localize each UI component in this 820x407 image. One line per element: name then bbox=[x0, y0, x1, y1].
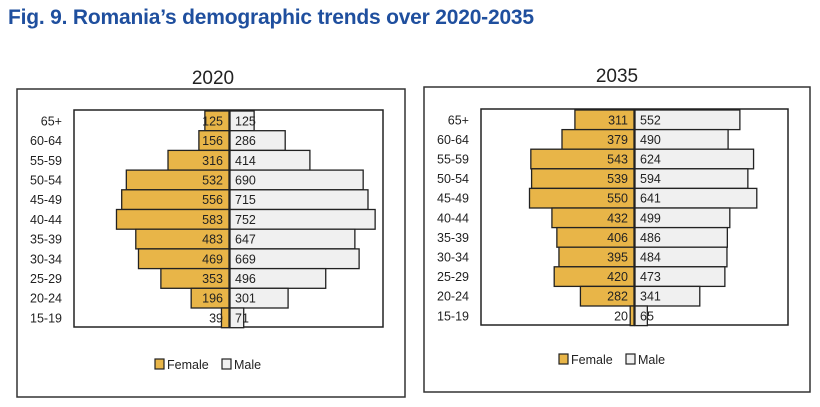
age-label: 50-54 bbox=[30, 173, 62, 187]
male-bar bbox=[229, 287, 289, 309]
age-label: 20-24 bbox=[30, 292, 62, 306]
male-value-label: 641 bbox=[640, 192, 661, 206]
female-value-label: 39 bbox=[209, 311, 223, 325]
female-value-label: 282 bbox=[607, 290, 628, 304]
chart-title: 2020 bbox=[192, 68, 234, 89]
female-value-label: 379 bbox=[607, 133, 628, 147]
age-label: 25-29 bbox=[30, 272, 62, 286]
legend-female-label: Female bbox=[167, 358, 209, 372]
male-bar bbox=[634, 285, 701, 307]
female-value-label: 483 bbox=[202, 233, 223, 247]
male-value-label: 499 bbox=[640, 211, 661, 225]
male-value-label: 286 bbox=[235, 134, 256, 148]
male-value-label: 490 bbox=[640, 133, 661, 147]
legend-female-swatch bbox=[154, 358, 165, 370]
male-value-label: 473 bbox=[640, 270, 661, 284]
male-value-label: 301 bbox=[235, 292, 256, 306]
age-label: 30-34 bbox=[30, 252, 62, 266]
legend-male-label: Male bbox=[638, 353, 665, 367]
female-value-label: 469 bbox=[202, 252, 223, 266]
male-value-label: 552 bbox=[640, 113, 661, 127]
legend-male-swatch bbox=[625, 353, 636, 365]
male-bar bbox=[229, 307, 245, 329]
legend-female-label: Female bbox=[571, 353, 613, 367]
female-value-label: 196 bbox=[202, 292, 223, 306]
female-value-label: 583 bbox=[202, 213, 223, 227]
male-value-label: 486 bbox=[640, 231, 661, 245]
legend-female-swatch bbox=[558, 353, 569, 365]
age-label: 15-19 bbox=[437, 309, 469, 323]
male-value-label: 341 bbox=[640, 290, 661, 304]
female-value-label: 406 bbox=[607, 231, 628, 245]
female-value-label: 316 bbox=[202, 154, 223, 168]
age-label: 40-44 bbox=[30, 213, 62, 227]
male-value-label: 71 bbox=[235, 311, 249, 325]
age-label: 35-39 bbox=[437, 231, 469, 245]
female-value-label: 432 bbox=[607, 211, 628, 225]
male-value-label: 496 bbox=[235, 272, 256, 286]
male-value-label: 414 bbox=[235, 154, 256, 168]
female-value-label: 420 bbox=[607, 270, 628, 284]
male-value-label: 484 bbox=[640, 251, 661, 265]
age-label: 15-19 bbox=[30, 311, 62, 325]
female-value-label: 395 bbox=[607, 251, 628, 265]
age-label: 20-24 bbox=[437, 290, 469, 304]
age-label: 55-59 bbox=[437, 153, 469, 167]
age-label: 45-49 bbox=[30, 193, 62, 207]
female-value-label: 539 bbox=[607, 172, 628, 186]
male-value-label: 594 bbox=[640, 172, 661, 186]
age-label: 60-64 bbox=[30, 134, 62, 148]
female-value-label: 156 bbox=[202, 134, 223, 148]
age-label: 60-64 bbox=[437, 133, 469, 147]
female-value-label: 532 bbox=[202, 173, 223, 187]
female-value-label: 543 bbox=[607, 153, 628, 167]
age-label: 65+ bbox=[41, 114, 62, 128]
age-label: 30-34 bbox=[437, 251, 469, 265]
chart-title: 2035 bbox=[596, 66, 638, 87]
male-value-label: 624 bbox=[640, 153, 661, 167]
age-label: 65+ bbox=[448, 113, 469, 127]
male-value-label: 669 bbox=[235, 252, 256, 266]
male-value-label: 65 bbox=[640, 309, 654, 323]
female-value-label: 20 bbox=[614, 309, 628, 323]
female-value-label: 353 bbox=[202, 272, 223, 286]
male-value-label: 752 bbox=[235, 213, 256, 227]
age-label: 50-54 bbox=[437, 172, 469, 186]
male-value-label: 647 bbox=[235, 233, 256, 247]
female-bar bbox=[220, 307, 230, 329]
male-value-label: 690 bbox=[235, 173, 256, 187]
figure-title: Fig. 9. Romania’s demographic trends ove… bbox=[8, 6, 534, 29]
female-value-label: 311 bbox=[608, 113, 628, 127]
female-value-label: 556 bbox=[202, 193, 223, 207]
male-bar bbox=[634, 305, 649, 327]
female-bar bbox=[579, 285, 635, 307]
female-value-label: 550 bbox=[607, 192, 628, 206]
female-value-label: 125 bbox=[202, 114, 223, 128]
female-bar bbox=[190, 287, 230, 309]
age-label: 40-44 bbox=[437, 211, 469, 225]
age-label: 35-39 bbox=[30, 233, 62, 247]
male-value-label: 715 bbox=[235, 193, 256, 207]
age-label: 55-59 bbox=[30, 154, 62, 168]
age-label: 45-49 bbox=[437, 192, 469, 206]
legend-male-label: Male bbox=[234, 358, 261, 372]
legend-male-swatch bbox=[221, 358, 232, 370]
female-bar bbox=[629, 305, 635, 327]
age-label: 25-29 bbox=[437, 270, 469, 284]
male-value-label: 125 bbox=[235, 114, 256, 128]
